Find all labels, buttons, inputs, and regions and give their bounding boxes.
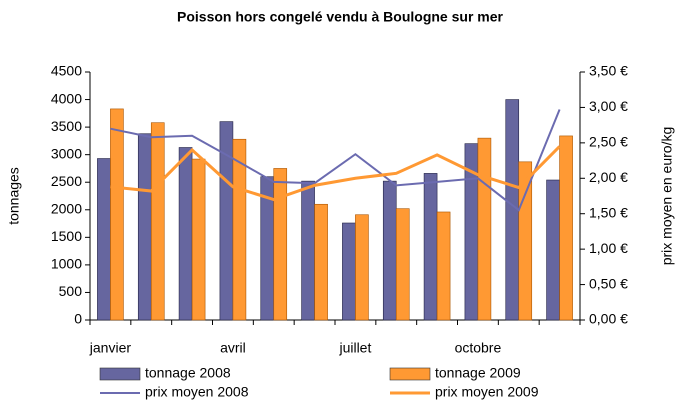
bar (477, 137, 492, 321)
bar (342, 222, 356, 321)
x-tick-label: octobre (455, 340, 502, 356)
y-tick-label: 1500 (51, 228, 82, 244)
y2-tick-label: 0,50 € (589, 275, 628, 291)
y2-tick-label: 0,00 € (589, 311, 628, 327)
bar (273, 168, 288, 321)
legend-label: prix moyen 2008 (145, 384, 249, 400)
bar (559, 135, 573, 321)
bar (137, 133, 152, 321)
x-tick-label: juillet (338, 340, 371, 356)
bar (423, 173, 438, 321)
bar (178, 147, 193, 321)
y-tick-label: 0 (74, 311, 82, 327)
y-tick-label: 500 (59, 283, 83, 299)
y2-tick-label: 3,00 € (589, 98, 628, 114)
bar (191, 158, 206, 321)
bar (301, 180, 315, 321)
legend-swatch (99, 367, 141, 381)
bar (355, 214, 369, 321)
bar (395, 208, 410, 321)
y2-tick-label: 2,50 € (589, 134, 628, 150)
legend-label: prix moyen 2009 (435, 384, 539, 400)
y-tick-label: 1000 (51, 256, 82, 272)
y2-tick-label: 2,00 € (589, 169, 628, 185)
y-tick-label: 3500 (51, 118, 82, 134)
legend-swatch (389, 367, 431, 381)
y2-tick-label: 3,50 € (589, 63, 628, 79)
y-tick-label: 4500 (51, 63, 82, 79)
y2-axis-label: prix moyen en euro/kg (659, 127, 675, 266)
y-tick-label: 2500 (51, 173, 82, 189)
legend-label: tonnage 2009 (435, 365, 521, 381)
line (110, 145, 561, 202)
y2-tick-label: 1,00 € (589, 240, 628, 256)
y-axis-label: tonnages (6, 167, 22, 225)
chart-title: Poisson hors congelé vendu à Boulogne su… (177, 9, 504, 25)
x-tick-label: avril (220, 340, 246, 356)
y-tick-label: 2000 (51, 200, 82, 216)
line (110, 109, 561, 212)
y-tick-label: 4000 (51, 90, 82, 106)
bar (314, 203, 328, 321)
legend-label: tonnage 2008 (145, 365, 231, 381)
x-tick-label: janvier (89, 340, 132, 356)
bar (150, 122, 165, 321)
bar (97, 158, 111, 321)
y-tick-label: 3000 (51, 145, 82, 161)
y2-tick-label: 1,50 € (589, 204, 628, 220)
bar (110, 108, 124, 321)
bar (382, 180, 397, 321)
bar (232, 138, 247, 321)
bar (546, 179, 560, 321)
bar (436, 211, 451, 321)
